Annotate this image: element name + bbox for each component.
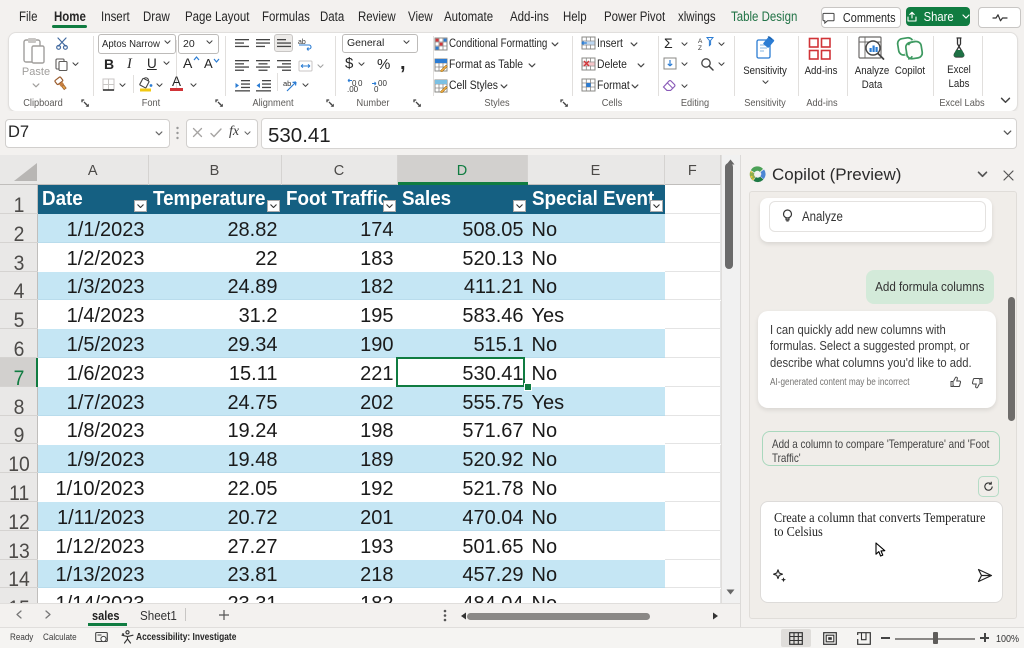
svg-text:ab: ab — [298, 39, 306, 46]
svg-text:0: 0 — [358, 79, 363, 88]
svg-text:0: 0 — [352, 79, 357, 88]
svg-text:A: A — [698, 38, 703, 45]
svg-text:0: 0 — [374, 85, 379, 93]
svg-text:00: 00 — [378, 79, 387, 88]
svg-text:Z: Z — [698, 45, 702, 50]
svg-text:ab: ab — [283, 79, 291, 88]
svg-text:.00: .00 — [347, 85, 359, 93]
